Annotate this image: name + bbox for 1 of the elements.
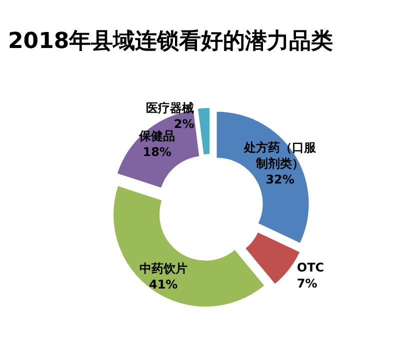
- title: 2018年县域连锁看好的潜力品类: [8, 29, 334, 54]
